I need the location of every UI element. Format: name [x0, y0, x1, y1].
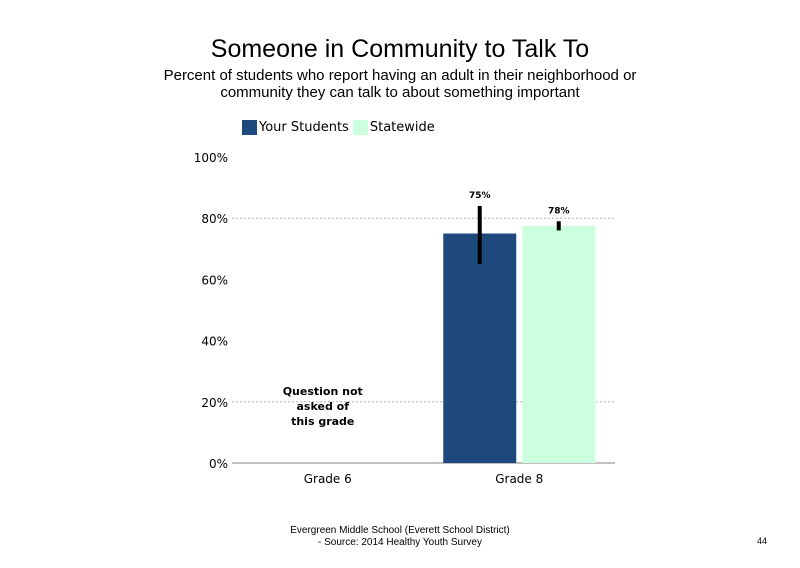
y-tick-label: 40%	[201, 335, 228, 349]
bar	[443, 233, 517, 463]
footer-source: - Source: 2014 Healthy Youth Survey	[318, 537, 482, 548]
y-tick-label: 80%	[201, 212, 228, 226]
annotation-line: Question not	[283, 385, 363, 398]
legend: Your Students Statewide	[242, 118, 439, 136]
legend-item-statewide: Statewide	[352, 119, 435, 135]
chart-title: Someone in Community to Talk To	[210, 35, 590, 63]
x-tick-label: Grade 6	[304, 472, 352, 486]
annotation-line: this grade	[291, 415, 354, 428]
data-label: 75%	[469, 191, 491, 201]
legend-label-statewide: Statewide	[369, 119, 435, 135]
page-number: 44	[757, 536, 768, 546]
y-tick-label: 60%	[201, 273, 228, 287]
footer-school: Evergreen Middle School (Everett School …	[290, 525, 510, 536]
x-tick-label: Grade 8	[495, 472, 543, 486]
y-tick-label: 0%	[209, 457, 228, 471]
bar	[522, 225, 596, 463]
legend-swatch-your-students	[242, 119, 257, 135]
legend-swatch-statewide	[352, 119, 368, 135]
legend-label-your-students: Your Students	[259, 119, 349, 135]
chart-subtitle: Percent of students who report having an…	[163, 67, 637, 101]
data-label: 78%	[548, 206, 570, 216]
footer: Evergreen Middle School (Everett School …	[200, 525, 600, 549]
y-tick-label: 100%	[194, 151, 228, 165]
annotation-text: Question not asked of this grade	[283, 385, 363, 428]
annotation-line: asked of	[297, 400, 350, 413]
legend-item-your-students: Your Students	[242, 119, 349, 135]
y-tick-label: 20%	[201, 396, 228, 410]
